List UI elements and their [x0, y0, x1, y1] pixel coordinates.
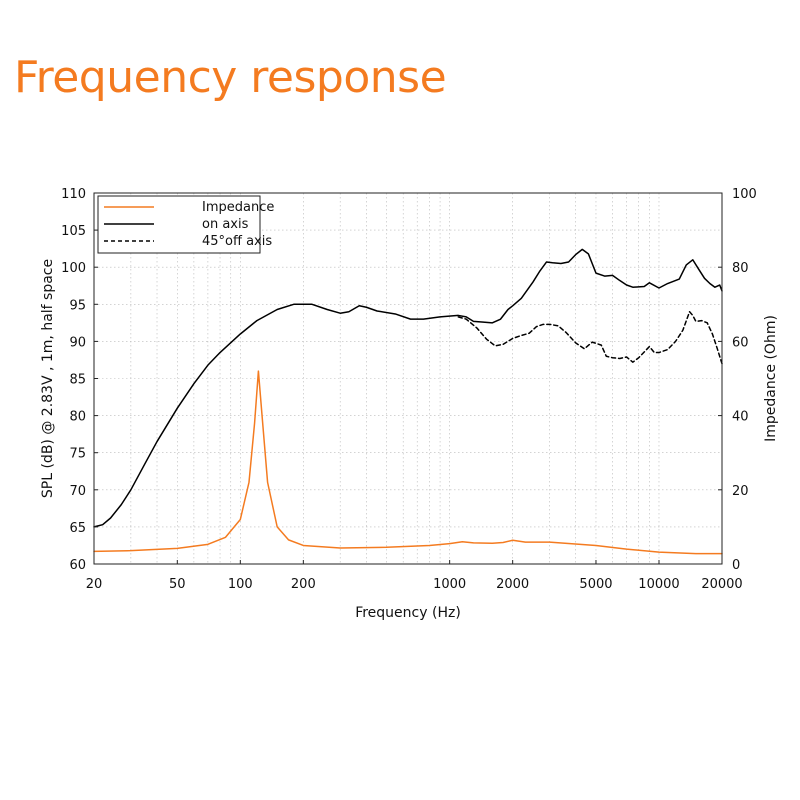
- x-tick-label: 20: [86, 577, 103, 592]
- y2-axis-title: Impedance (Ohm): [763, 315, 779, 442]
- y-tick-label: 110: [61, 187, 86, 202]
- y-axis-title: SPL (dB) @ 2.83V , 1m, half space: [40, 259, 56, 498]
- y2-tick-label: 100: [732, 187, 757, 202]
- y-tick-label: 90: [69, 335, 86, 350]
- x-tick-label: 1000: [433, 577, 466, 592]
- x-tick-label: 5000: [579, 577, 612, 592]
- y2-tick-label: 20: [732, 484, 749, 499]
- legend-label: 45°off axis: [202, 234, 272, 249]
- y-tick-label: 65: [69, 521, 86, 536]
- x-axis: 20 50 100 200 1000 2000 5000 10000 20000: [86, 560, 743, 592]
- y2-tick-label: 80: [732, 261, 749, 276]
- x-axis-title: Frequency (Hz): [355, 605, 461, 621]
- x-tick-label: 20000: [701, 577, 742, 592]
- y-axis-left: 60 65 70 75 80 85 90 95 100 105 110: [61, 187, 98, 573]
- legend-label: on axis: [202, 217, 249, 232]
- y-tick-label: 60: [69, 558, 86, 573]
- y-tick-label: 95: [69, 298, 86, 313]
- y-tick-label: 80: [69, 410, 86, 425]
- chart-series: [93, 248, 723, 555]
- x-tick-label: 10000: [638, 577, 679, 592]
- page-title: Frequency response: [14, 52, 447, 103]
- x-tick-label: 50: [169, 577, 186, 592]
- series-line-on-axis: [93, 248, 723, 528]
- x-tick-label: 2000: [496, 577, 529, 592]
- series-line-45-off-axis: [457, 310, 723, 365]
- y-tick-label: 105: [61, 224, 86, 239]
- legend-label: Impedance: [202, 200, 274, 215]
- y-axis-right: 0 20 40 60 80 100: [718, 187, 757, 573]
- x-tick-label: 100: [228, 577, 253, 592]
- series-line-impedance: [93, 370, 723, 555]
- y-tick-label: 70: [69, 484, 86, 499]
- y2-tick-label: 60: [732, 335, 749, 350]
- legend: Impedance on axis 45°off axis: [97, 195, 274, 254]
- y-tick-label: 75: [69, 447, 86, 462]
- y2-tick-label: 0: [732, 558, 740, 573]
- y-tick-label: 100: [61, 261, 86, 276]
- y2-tick-label: 40: [732, 410, 749, 425]
- y-tick-label: 85: [69, 373, 86, 388]
- x-tick-label: 200: [291, 577, 316, 592]
